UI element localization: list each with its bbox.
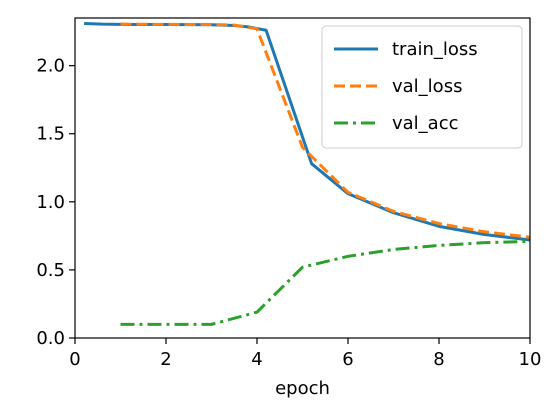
legend-label-val_acc: val_acc bbox=[392, 113, 459, 134]
legend-label-train_loss: train_loss bbox=[392, 39, 478, 60]
x-axis-title: epoch bbox=[275, 378, 330, 399]
legend-label-val_loss: val_loss bbox=[392, 76, 462, 97]
legend: train_loss val_loss val_acc bbox=[321, 25, 523, 149]
y-tick-label: 1.5 bbox=[36, 124, 65, 145]
legend-box bbox=[321, 25, 523, 149]
axes: 0 2 4 6 8 10 0.0 0.5 1.0 1.5 2.0 epoch bbox=[36, 17, 542, 399]
y-tick-label: 0.0 bbox=[36, 328, 65, 349]
y-tick-label: 0.5 bbox=[36, 260, 65, 281]
plot-frame bbox=[74, 17, 531, 339]
x-tick-label: 2 bbox=[160, 349, 171, 370]
x-tick-label: 0 bbox=[69, 349, 80, 370]
series-line-val_acc bbox=[120, 239, 531, 326]
x-tick-label: 4 bbox=[251, 349, 262, 370]
x-tick-label: 8 bbox=[433, 349, 444, 370]
series-line-val_loss bbox=[120, 22, 531, 239]
x-tick-label: 10 bbox=[519, 349, 542, 370]
x-tick-label: 6 bbox=[342, 349, 353, 370]
y-tick-label: 2.0 bbox=[36, 56, 65, 77]
series-lines bbox=[84, 21, 531, 326]
y-tick-label: 1.0 bbox=[36, 192, 65, 213]
